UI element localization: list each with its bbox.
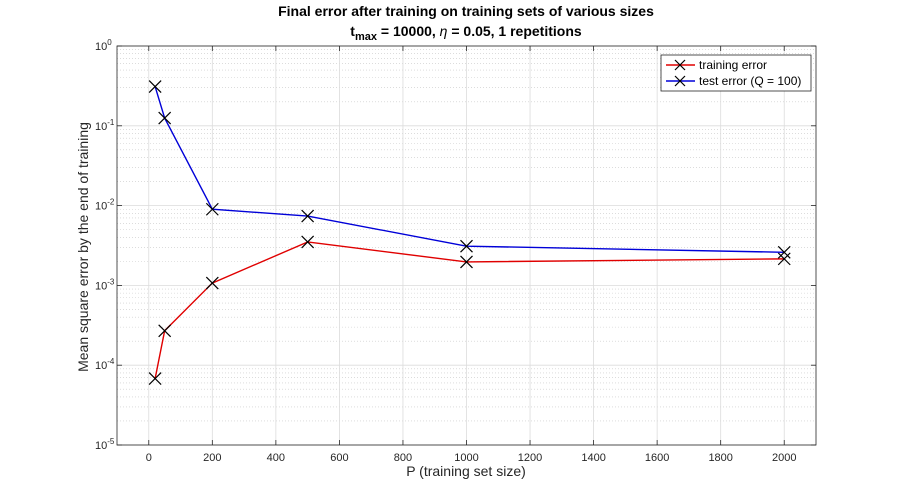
x-tick-label: 1400: [581, 452, 605, 464]
title-t-subscript: max: [355, 31, 378, 43]
marker-stroke: [205, 276, 219, 290]
series-test-error: [148, 80, 791, 259]
series-training-error: [148, 235, 791, 385]
title-rest2: = 0.05, 1 repetitions: [447, 23, 581, 39]
y-tick-label: 10-2: [95, 198, 115, 213]
data-point-marker: [205, 276, 219, 290]
y-axis-label: Mean square error by the end of training: [75, 122, 91, 372]
legend-label: test error (Q = 100): [699, 74, 801, 88]
data-point-marker: [158, 324, 172, 338]
marker-stroke: [148, 80, 162, 94]
legend-entry: test error (Q = 100): [666, 74, 801, 88]
data-point-marker: [148, 80, 162, 94]
marker-stroke: [301, 235, 315, 249]
marker-stroke: [777, 252, 791, 266]
legend-label: training error: [699, 58, 767, 72]
chart-title-line2: tmax = 10000, η = 0.05, 1 repetitions: [350, 23, 582, 43]
y-tick-label: 10-1: [95, 118, 115, 133]
x-tick-label: 200: [203, 452, 221, 464]
marker-stroke: [158, 111, 172, 125]
y-tick-label: 10-4: [95, 357, 115, 372]
marker-stroke: [158, 324, 172, 338]
y-tick-label: 100: [95, 38, 112, 53]
x-tick-label: 400: [267, 452, 285, 464]
data-point-marker: [148, 372, 162, 385]
marker-stroke: [301, 209, 315, 223]
y-tick-label: 10-5: [95, 437, 115, 452]
marker-stroke: [148, 372, 162, 385]
series-line: [154, 241, 785, 379]
marker-stroke: [460, 255, 473, 269]
data-point-marker: [301, 235, 315, 249]
legend: training error test error (Q = 100): [660, 54, 812, 92]
series-group: [148, 80, 791, 385]
x-axis-label: P (training set size): [406, 463, 526, 479]
legend-marker: [674, 59, 686, 71]
data-point-marker: [460, 255, 473, 269]
legend-box: [660, 54, 812, 92]
x-tick-label: 2000: [772, 452, 796, 464]
marker-stroke: [777, 245, 791, 259]
x-axis-ticks: 0 200 400 600 800 1000 1200 1400 1600 1800 2000: [146, 46, 796, 464]
data-point-marker: [777, 252, 791, 266]
chart-title-line1: Final error after training on training s…: [278, 3, 654, 19]
x-tick-label: 1600: [645, 452, 669, 464]
x-tick-label: 1200: [518, 452, 542, 464]
chart-title: Final error after training on training s…: [278, 3, 654, 43]
title-t: t: [350, 23, 355, 39]
x-tick-label: 600: [330, 452, 348, 464]
x-tick-label: 800: [394, 452, 412, 464]
data-point-marker: [301, 209, 315, 223]
x-tick-label: 1000: [454, 452, 478, 464]
x-tick-label: 0: [146, 452, 152, 464]
title-eta: η: [440, 23, 448, 39]
data-point-marker: [460, 239, 473, 253]
data-point-marker: [158, 111, 172, 125]
data-point-marker: [777, 245, 791, 259]
series-line: [154, 86, 785, 253]
legend-entry: training error: [666, 58, 767, 72]
y-axis-ticks: 10-5 10-4 10-3 10-2 10-1 100: [95, 38, 816, 452]
marker-stroke: [205, 202, 219, 216]
marker-stroke: [460, 239, 473, 253]
data-point-marker: [205, 202, 219, 216]
y-tick-label: 10-3: [95, 277, 115, 292]
legend-marker: [674, 75, 686, 87]
title-rest1: = 10000,: [377, 23, 440, 39]
x-tick-label: 1800: [708, 452, 732, 464]
